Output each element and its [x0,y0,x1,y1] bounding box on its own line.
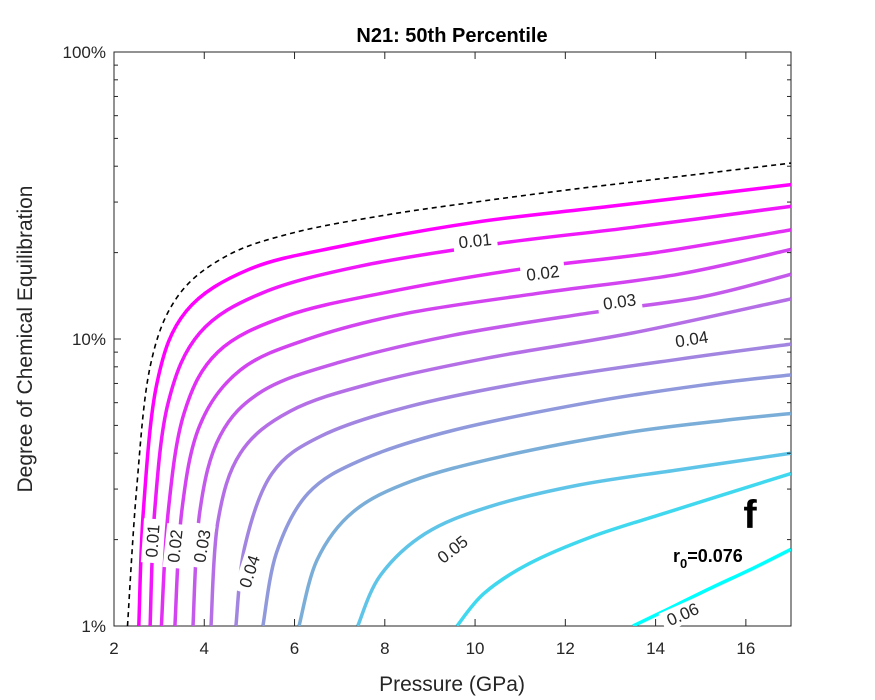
contour-lines [126,162,791,626]
contour-label-text: 0.02 [164,529,186,564]
contour-label-text: 0.04 [674,328,710,352]
contour-line-7 [234,342,791,626]
x-tick-label: 4 [200,639,209,658]
x-tick-label: 14 [646,639,665,658]
boundary-dashed-line [126,162,791,626]
contour-label-bg [140,518,164,564]
contour-label-0.01-a: 0.01 [452,228,499,253]
x-tick-label: 2 [109,639,118,658]
contour-label-text: 0.03 [602,290,637,313]
x-tick-label: 8 [380,639,389,658]
x-tick-label: 12 [556,639,575,658]
contour-label-text: 0.01 [458,230,493,252]
contour-label-text: 0.02 [525,262,560,285]
r0-subscript: 0 [680,556,687,571]
contour-label-0.03-a: 0.03 [596,288,643,315]
contour-label-0.01-b: 0.01 [140,518,164,564]
contour-line-12 [632,547,791,626]
contour-line-4 [173,247,791,626]
axis-ticks: 2 4 6 8 10 12 14 16 1% 10% 100% [63,43,791,658]
contour-line-11 [455,471,791,626]
contour-label-bg [596,288,643,315]
contour-label-0.02-b: 0.02 [162,523,188,569]
y-axis-label: Degree of Chemical Equilibration [14,186,37,493]
x-axis-label: Pressure (GPa) [379,673,525,696]
contour-label-bg [519,260,566,286]
x-tick-label: 6 [290,639,299,658]
contour-label-bg [668,325,715,353]
contour-line-8 [261,373,791,626]
contour-line-6 [209,297,791,626]
contour-line-5 [191,272,791,626]
chart-title: N21: 50th Percentile [356,25,547,47]
contour-line-2 [148,204,791,626]
contour-label-text: 0.01 [142,524,163,558]
contour-labels: 0.010.010.020.020.030.030.040.040.050.06 [140,228,715,633]
contour-label-bg [658,596,707,633]
contour-label-0.04-a: 0.04 [668,325,715,353]
contour-label-0.02-a: 0.02 [519,260,566,286]
r0-symbol: r [673,546,680,566]
contour-label-bg [429,527,476,571]
y-tick-label: 10% [72,330,106,349]
contour-line-1 [137,182,791,626]
r0-annotation: r0=0.076 [673,546,743,571]
r0-value: =0.076 [687,546,743,566]
y-tick-label: 100% [63,43,106,62]
x-tick-label: 10 [466,639,485,658]
contour-label-bg [233,547,266,596]
x-tick-label: 16 [736,639,755,658]
contour-line-9 [297,411,791,626]
contour-label-bg [188,522,216,570]
y-tick-label: 1% [81,617,106,636]
contour-label-bg [162,523,188,569]
contour-line-3 [159,228,791,626]
contour-label-0.03-b: 0.03 [188,522,216,570]
contour-line-10 [356,451,791,626]
contour-label-0.06-a: 0.06 [658,596,707,633]
panel-letter: f [743,493,757,537]
contour-label-bg [452,228,499,253]
